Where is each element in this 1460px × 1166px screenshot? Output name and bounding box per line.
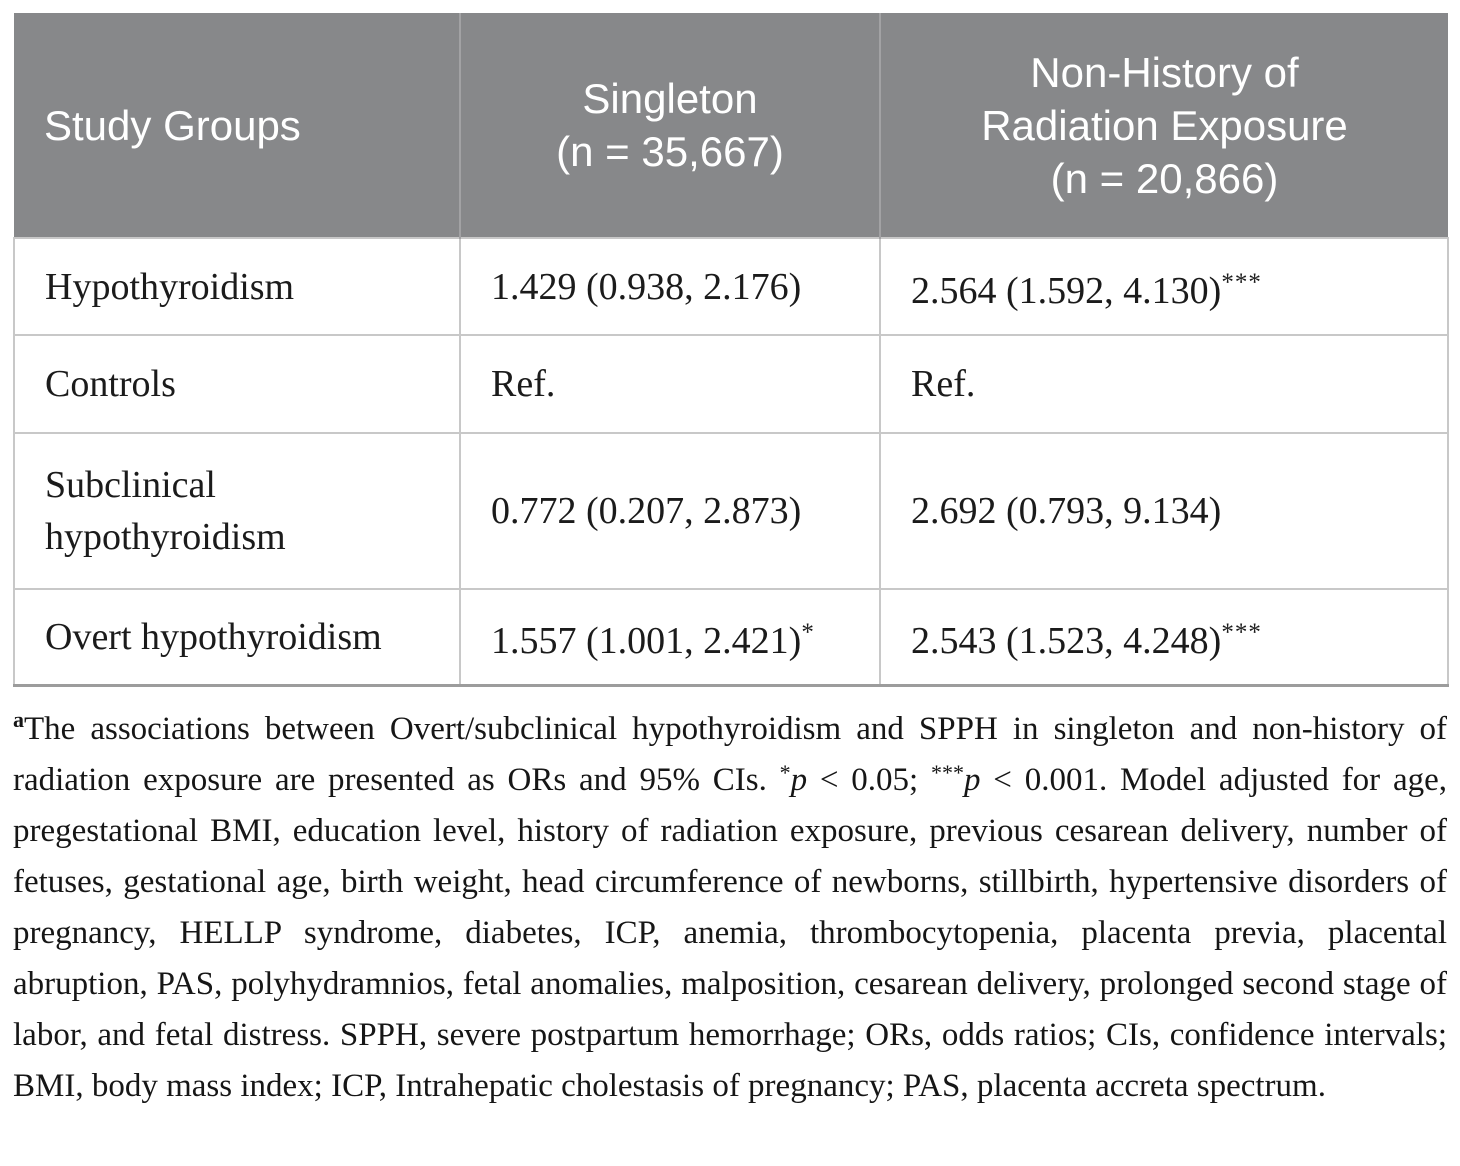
value-singleton: Ref. <box>459 334 881 434</box>
significance-marker: *** <box>1221 618 1262 646</box>
table-header: Study Groups Singleton (n = 35,667) Non-His… <box>14 13 1448 238</box>
row-label: Hypothyroidism <box>13 237 461 336</box>
column-header-line: (n = 35,667) <box>556 128 784 175</box>
column-header-line: Study Groups <box>44 101 301 149</box>
value-singleton: 1.429 (0.938, 2.176) <box>459 237 881 336</box>
footnote-marker: a <box>13 706 24 732</box>
results-table: Study Groups Singleton (n = 35,667) Non-His… <box>13 13 1449 687</box>
table-row: Subclinical hypothyroidism 0.772 (0.207, … <box>13 432 1449 590</box>
table-row: Hypothyroidism 1.429 (0.938, 2.176) 2.564 … <box>13 237 1449 336</box>
footnote-italic-p: p <box>790 761 808 798</box>
footnote-italic-p: p <box>964 761 981 798</box>
column-header-line: Singleton <box>582 75 758 122</box>
column-header-line: Non-History of <box>1030 48 1299 96</box>
value-non-history: 2.543 (1.523, 4.248)*** <box>879 588 1449 687</box>
column-header-line: Radiation Exposure <box>981 101 1348 149</box>
column-header-non-history: Non-History of Radiation Exposure (n = 20,… <box>879 13 1448 238</box>
footnote-text: < 0.05; <box>807 761 932 798</box>
footnote-significance-stars: *** <box>931 759 965 785</box>
significance-marker: * <box>801 618 815 646</box>
table-row: Controls Ref. Ref. <box>13 334 1449 434</box>
table-row: Overt hypothyroidism 1.557 (1.001, 2.421)… <box>13 588 1449 687</box>
column-header-study-groups: Study Groups <box>14 13 460 238</box>
value-singleton: 1.557 (1.001, 2.421)* <box>459 588 881 687</box>
header-row: Study Groups Singleton (n = 35,667) Non-His… <box>14 13 1448 238</box>
value-non-history: Ref. <box>879 334 1449 434</box>
value-singleton: 0.772 (0.207, 2.873) <box>459 432 881 590</box>
column-header-singleton: Singleton (n = 35,667) <box>459 13 880 238</box>
table-body: Hypothyroidism 1.429 (0.938, 2.176) 2.564 … <box>13 237 1449 687</box>
footnote-text: The associations between Overt/subclinic… <box>13 710 1447 798</box>
footnote-text: < 0.001. Model adjusted for age, pregest… <box>13 761 1447 1104</box>
footnote-significance-stars: * <box>779 759 791 785</box>
column-header-line: (n = 20,866) <box>1050 154 1279 202</box>
row-label: Subclinical hypothyroidism <box>13 432 461 590</box>
value-non-history: 2.692 (0.793, 9.134) <box>879 432 1449 590</box>
row-label: Controls <box>13 334 461 434</box>
value-non-history: 2.564 (1.592, 4.130)*** <box>879 237 1449 336</box>
table-footnote: aThe associations between Overt/subclini… <box>13 704 1447 1112</box>
row-label: Overt hypothyroidism <box>13 588 461 687</box>
significance-marker: *** <box>1221 268 1262 296</box>
